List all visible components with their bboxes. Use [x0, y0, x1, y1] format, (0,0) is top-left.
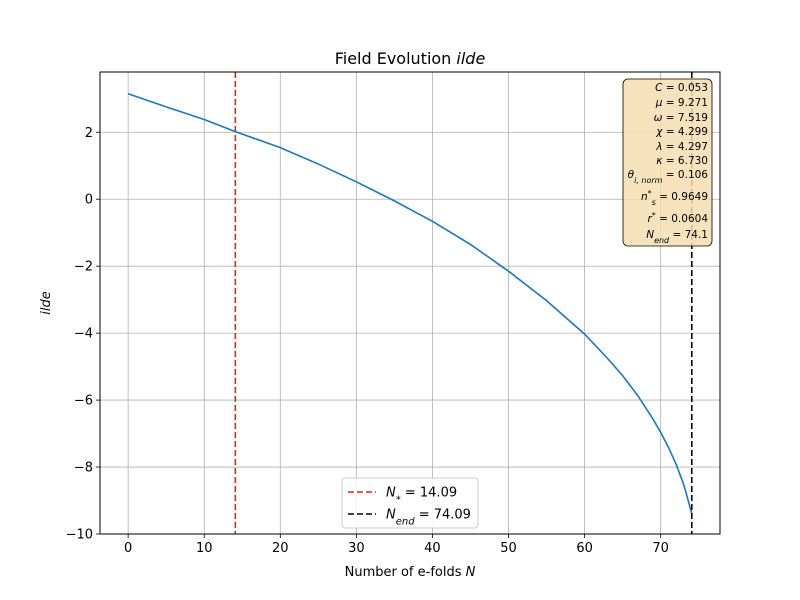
y-tick-label: −4	[74, 327, 93, 342]
series-layer	[127, 93, 693, 515]
info-line: r* = 0.0604	[647, 211, 708, 226]
x-axis-label: Number of e-folds N	[345, 565, 476, 580]
x-tick-label: 50	[500, 541, 517, 556]
info-symbol: λ	[655, 141, 662, 153]
info-symbol: χ	[655, 126, 663, 138]
info-subscript: s	[652, 198, 656, 207]
legend-label-symbol: N	[386, 486, 396, 501]
info-symbol: n	[641, 191, 648, 203]
y-tick-label: −10	[66, 528, 93, 543]
info-symbol: μ	[655, 97, 663, 109]
legend-label: Nend = 74.09	[386, 508, 471, 528]
info-value: = 0.9649	[656, 191, 708, 203]
info-line: μ = 9.271	[655, 97, 708, 109]
info-superscript: *	[648, 189, 652, 198]
legend-label-subscript: end	[396, 516, 415, 527]
info-value: = 4.297	[662, 141, 708, 153]
y-tick-label: 0	[85, 193, 93, 208]
legend-box	[341, 477, 479, 529]
info-line: χ = 4.299	[655, 126, 708, 138]
info-subscript: i, norm	[634, 176, 663, 185]
info-line: κ = 6.730	[656, 155, 708, 167]
info-line: λ = 4.297	[655, 141, 708, 153]
y-tick-label: −8	[74, 461, 93, 476]
info-superscript: *	[652, 211, 656, 220]
info-value: = 7.519	[662, 112, 708, 124]
info-line: ω = 7.519	[654, 112, 708, 124]
chart-title: Field Evolution ilde	[335, 49, 486, 68]
legend-label-subscript: *	[396, 494, 401, 505]
y-tick-label: −6	[74, 394, 93, 409]
y-tick-label: 2	[85, 126, 93, 141]
plot-frame	[99, 71, 721, 535]
info-symbol: ω	[654, 112, 663, 124]
legend-label: N* = 14.09	[386, 486, 457, 506]
series-line	[127, 93, 693, 515]
info-value: = 9.271	[662, 97, 708, 109]
x-axis-label-italic: N	[466, 565, 476, 580]
x-tick-label: 0	[124, 541, 132, 556]
x-tick-label: 70	[652, 541, 669, 556]
info-symbol: N	[646, 229, 654, 241]
info-symbol: κ	[656, 155, 663, 167]
x-tick-label: 60	[576, 541, 593, 556]
x-tick-label: 20	[272, 541, 289, 556]
info-line: n*s = 0.9649	[641, 189, 708, 207]
x-axis-label-prefix: Number of e-folds	[345, 565, 466, 580]
info-symbol: θ	[628, 169, 635, 181]
chart-title-italic: ilde	[456, 49, 485, 68]
legend-label-value: = 14.09	[401, 486, 457, 501]
y-axis-label: ilde	[39, 291, 54, 314]
info-value: = 6.730	[662, 155, 708, 167]
info-value: = 0.106	[662, 169, 708, 181]
info-value: = 0.053	[662, 82, 708, 94]
y-tick-label: −2	[74, 260, 93, 275]
chart-title-prefix: Field Evolution	[335, 49, 457, 68]
info-subscript: end	[654, 236, 670, 245]
info-symbol: C	[655, 82, 663, 94]
x-tick-label: 10	[196, 541, 213, 556]
x-tick-label: 40	[424, 541, 441, 556]
info-value: = 0.0604	[656, 213, 709, 225]
legend-label-value: = 74.09	[415, 508, 471, 523]
legend-label-symbol: N	[386, 508, 396, 523]
info-box-background	[622, 78, 713, 247]
x-tick-label: 30	[348, 541, 365, 556]
info-symbol: r	[647, 213, 652, 225]
info-line: θi, norm = 0.106	[628, 169, 709, 185]
info-line: Nend = 74.1	[646, 229, 708, 245]
info-line: C = 0.053	[655, 82, 708, 94]
grid	[100, 72, 720, 535]
info-value: = 74.1	[669, 229, 708, 241]
info-value: = 4.299	[662, 126, 708, 138]
ticks: 0 10 20 30 40 50 60 70 −10 −8 −6 −4 −2 0 2	[66, 126, 669, 556]
